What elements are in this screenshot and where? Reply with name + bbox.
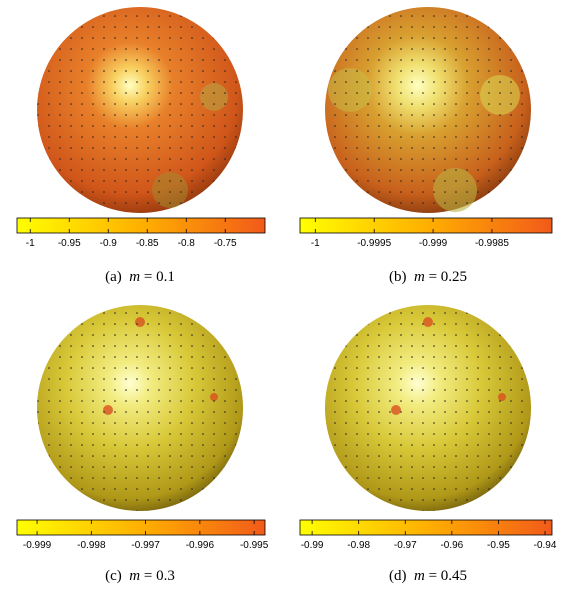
colorbar-tick-label: -0.997 bbox=[131, 540, 160, 551]
caption-tag: (c) bbox=[105, 568, 122, 584]
caption-value: = 0.1 bbox=[144, 269, 175, 285]
colorbar-tick-label: -0.94 bbox=[534, 540, 557, 551]
panel: -0.99 -0.98 -0.97 -0.96 -0.95 -0.94 (d) m = 0.… bbox=[299, 519, 557, 584]
colorbar bbox=[299, 519, 553, 536]
caption-tag: (b) bbox=[389, 269, 407, 285]
sphere-c bbox=[37, 305, 243, 511]
colorbar-tick-label: -0.97 bbox=[394, 540, 417, 551]
caption-value: = 0.25 bbox=[429, 269, 467, 285]
panel: -0.999 -0.998 -0.997 -0.996 -0.995 (c) m = 0.… bbox=[16, 519, 269, 584]
colorbar bbox=[16, 217, 266, 234]
colorbar-tick-label: -0.85 bbox=[136, 238, 159, 249]
caption: (d) m = 0.45 bbox=[389, 568, 467, 584]
caption: (b) m = 0.25 bbox=[389, 269, 467, 285]
colorbar-tick-label: -0.99 bbox=[301, 540, 324, 551]
caption-variable: m bbox=[129, 568, 140, 584]
colorbar-tick-label: -0.9 bbox=[100, 238, 118, 249]
caption-value: = 0.3 bbox=[144, 568, 175, 584]
caption-variable: m bbox=[414, 269, 425, 285]
sphere-a bbox=[37, 7, 243, 213]
colorbar-tick-label: -0.8 bbox=[178, 238, 196, 249]
caption-tag: (a) bbox=[105, 269, 122, 285]
caption-variable: m bbox=[414, 568, 425, 584]
sphere-b bbox=[325, 7, 531, 213]
panel: -1 -0.9995 -0.999 -0.9985 (b) m = 0.25 bbox=[299, 217, 553, 285]
colorbar-tick-label: -0.9995 bbox=[357, 238, 391, 249]
caption-value: = 0.45 bbox=[429, 568, 467, 584]
colorbar-tick-label: -0.95 bbox=[58, 238, 81, 249]
colorbar-tick-label: -0.9985 bbox=[475, 238, 509, 249]
colorbar-tick-label: -1 bbox=[26, 238, 35, 249]
colorbar bbox=[16, 519, 266, 536]
colorbar bbox=[299, 217, 553, 234]
caption: (a) m = 0.1 bbox=[105, 269, 175, 285]
colorbar-tick-label: -0.96 bbox=[440, 540, 463, 551]
colorbar-tick-label: -0.998 bbox=[77, 540, 106, 551]
colorbar-tick-label: -0.75 bbox=[214, 238, 237, 249]
colorbar-tick-label: -0.95 bbox=[487, 540, 510, 551]
caption-variable: m bbox=[129, 269, 140, 285]
colorbar-tick-label: -1 bbox=[311, 238, 320, 249]
colorbar-tick-label: -0.999 bbox=[419, 238, 448, 249]
colorbar-tick-label: -0.995 bbox=[240, 540, 269, 551]
colorbar-tick-label: -0.98 bbox=[347, 540, 370, 551]
colorbar-tick-label: -0.996 bbox=[186, 540, 215, 551]
colorbar-tick-label: -0.999 bbox=[23, 540, 52, 551]
panel: -1 -0.95 -0.9 -0.85 -0.8 -0.75 (a) m = 0.1 bbox=[16, 217, 266, 285]
sphere-d bbox=[325, 305, 531, 511]
caption-tag: (d) bbox=[389, 568, 407, 584]
caption: (c) m = 0.3 bbox=[105, 568, 175, 584]
